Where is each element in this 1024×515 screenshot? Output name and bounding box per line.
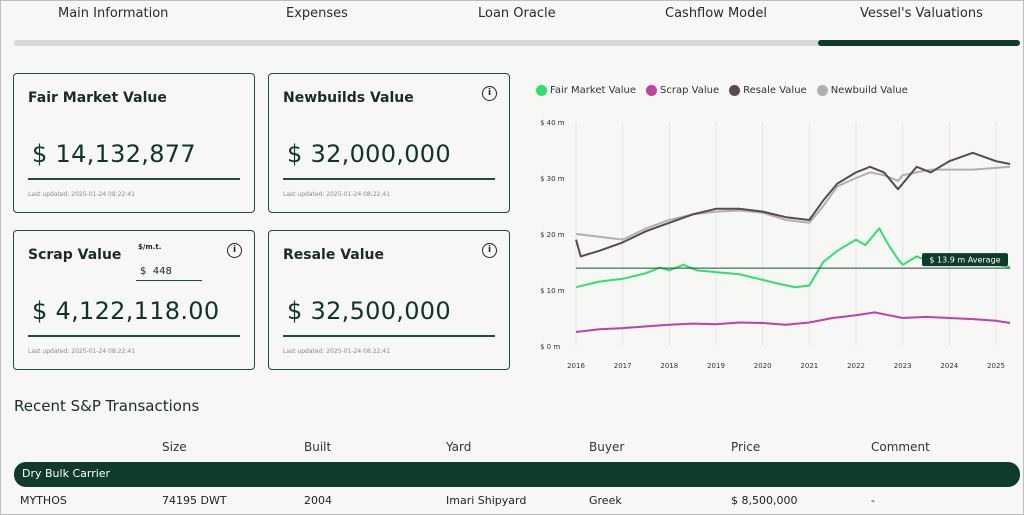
scrap-value-card: Scrap Value $/m.t. i $ 4,122,118.00 Last… bbox=[13, 230, 255, 370]
legend-dot-icon bbox=[646, 84, 658, 96]
valuation-chart: 2016 2017 2018 2019 2020 2021 2022 2023 2024 2025… bbox=[540, 119, 1011, 370]
legend-label: Resale Value bbox=[743, 84, 807, 96]
x-tick-label: 2021 bbox=[800, 362, 818, 370]
cell-yard: Imari Shipyard bbox=[446, 494, 527, 507]
tab-track bbox=[14, 40, 1020, 46]
fair-market-value-card: Fair Market Value $ 14,132,877 Last upda… bbox=[13, 73, 255, 213]
group-label: Dry Bulk Carrier bbox=[22, 467, 111, 480]
y-tick-label: $ 10 m bbox=[540, 287, 565, 295]
legend-dot-icon bbox=[816, 84, 828, 96]
cell-comment: - bbox=[871, 494, 875, 507]
column-header-price[interactable]: Price bbox=[731, 440, 761, 454]
legend-item-scrap-value[interactable]: Scrap Value bbox=[646, 82, 719, 98]
legend-dot-icon bbox=[729, 84, 741, 96]
legend-label: Newbuild Value bbox=[830, 84, 908, 96]
cell-vessel-name[interactable]: MYTHOS bbox=[20, 494, 67, 507]
y-tick-label: $ 30 m bbox=[540, 175, 565, 183]
column-header-built[interactable]: Built bbox=[304, 440, 332, 454]
divider bbox=[28, 335, 240, 337]
info-icon[interactable]: i bbox=[227, 243, 242, 258]
card-value: $ 14,132,877 bbox=[32, 140, 196, 168]
tab-bar: Main Information Expenses Loan Oracle Ca… bbox=[0, 0, 1024, 34]
column-header-size[interactable]: Size bbox=[162, 440, 187, 454]
cell-price: $ 8,500,000 bbox=[731, 494, 798, 507]
x-tick-label: 2020 bbox=[754, 362, 772, 370]
resale-value-card: Resale Value i $ 32,500,000 Last updated… bbox=[268, 230, 510, 370]
y-tick-label: $ 40 m bbox=[540, 119, 565, 127]
last-updated: Last updated: 2025-01-24 08:22:41 bbox=[28, 191, 136, 198]
tab-loan-oracle[interactable]: Loan Oracle bbox=[478, 6, 556, 21]
group-row[interactable]: Dry Bulk Carrier bbox=[14, 462, 1020, 487]
card-title: Scrap Value bbox=[28, 247, 122, 263]
column-header-yard[interactable]: Yard bbox=[446, 440, 472, 454]
x-tick-label: 2018 bbox=[660, 362, 678, 370]
x-tick-label: 2024 bbox=[940, 362, 958, 370]
card-title: Fair Market Value bbox=[28, 90, 167, 106]
tab-cashflow-model[interactable]: Cashflow Model bbox=[665, 6, 767, 21]
card-title: Resale Value bbox=[283, 247, 385, 263]
info-icon[interactable]: i bbox=[482, 86, 497, 101]
card-value: $ 32,000,000 bbox=[287, 140, 451, 168]
cell-buyer: Greek bbox=[589, 494, 622, 507]
info-icon[interactable]: i bbox=[482, 243, 497, 258]
legend-label: Scrap Value bbox=[660, 84, 720, 96]
legend-item-resale-value[interactable]: Resale Value bbox=[729, 82, 807, 98]
price-per-ton-input[interactable] bbox=[136, 263, 202, 281]
y-tick-label: $ 0 m bbox=[540, 343, 560, 351]
column-header-buyer[interactable]: Buyer bbox=[589, 440, 625, 454]
series-line-resale-value bbox=[575, 151, 1011, 258]
cell-size: 74195 DWT bbox=[162, 494, 227, 507]
x-tick-label: 2023 bbox=[894, 362, 912, 370]
tab-vessels-valuations[interactable]: Vessel's Valuations bbox=[860, 6, 983, 21]
tab-main-information[interactable]: Main Information bbox=[58, 6, 169, 21]
series-line-scrap-value bbox=[575, 311, 1011, 333]
price-per-ton-label: $/m.t. bbox=[138, 243, 162, 251]
x-tick-label: 2016 bbox=[567, 362, 585, 370]
divider bbox=[283, 178, 495, 180]
legend-item-fair-market-value[interactable]: Fair Market Value bbox=[536, 82, 636, 98]
last-updated: Last updated: 2025-01-24 08:22:41 bbox=[28, 348, 136, 355]
card-value: $ 4,122,118.00 bbox=[32, 297, 220, 325]
card-value: $ 32,500,000 bbox=[287, 297, 451, 325]
chart-legend: Fair Market Value Scrap Value Resale Val… bbox=[536, 82, 908, 98]
legend-item-newbuild-value[interactable]: Newbuild Value bbox=[816, 82, 908, 98]
x-tick-label: 2019 bbox=[707, 362, 725, 370]
average-badge bbox=[922, 253, 1008, 267]
cell-built: 2004 bbox=[304, 494, 332, 507]
x-tick-label: 2025 bbox=[987, 362, 1005, 370]
column-header-comment[interactable]: Comment bbox=[871, 440, 930, 454]
tab-expenses[interactable]: Expenses bbox=[286, 6, 348, 21]
legend-dot-icon bbox=[536, 84, 547, 96]
x-tick-label: 2022 bbox=[847, 362, 865, 370]
last-updated: Last updated: 2025-01-24 08:22:41 bbox=[283, 191, 391, 198]
y-tick-label: $ 20 m bbox=[540, 231, 565, 239]
divider bbox=[283, 335, 495, 337]
newbuilds-value-card: Newbuilds Value i $ 32,000,000 Last upda… bbox=[268, 73, 510, 213]
legend-label: Fair Market Value bbox=[550, 84, 637, 96]
x-tick-label: 2017 bbox=[614, 362, 632, 370]
section-title: Recent S&P Transactions bbox=[14, 397, 200, 415]
series-line-newbuild-value bbox=[575, 165, 1011, 241]
last-updated: Last updated: 2025-01-24 08:22:41 bbox=[283, 348, 391, 355]
active-tab-indicator bbox=[818, 40, 1020, 46]
card-title: Newbuilds Value bbox=[283, 90, 414, 106]
divider bbox=[28, 178, 240, 180]
average-label: $ 13.9 m Average bbox=[929, 256, 1000, 265]
